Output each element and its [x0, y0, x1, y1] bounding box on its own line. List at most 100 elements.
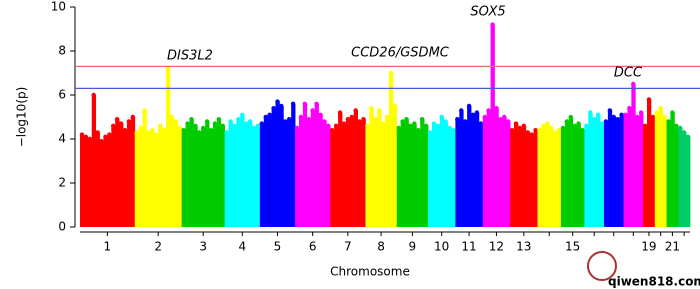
point-column	[557, 130, 562, 227]
point	[373, 117, 378, 122]
point	[646, 97, 652, 102]
point	[118, 121, 124, 126]
point-column	[263, 117, 269, 227]
point-column	[650, 117, 656, 227]
point	[130, 114, 135, 120]
point	[122, 128, 128, 133]
point	[462, 119, 468, 124]
point-column	[177, 128, 183, 227]
x-tick-label: 21	[665, 240, 680, 254]
point	[87, 136, 92, 142]
point-column	[529, 134, 534, 227]
point-column	[216, 119, 222, 227]
point-column	[341, 123, 347, 227]
point-column	[431, 123, 437, 227]
point	[509, 128, 515, 133]
point	[169, 114, 175, 120]
point	[623, 112, 628, 118]
point	[279, 103, 284, 109]
point-column	[142, 110, 147, 227]
point-column	[490, 24, 495, 227]
point	[423, 123, 429, 128]
x-tick-label: 4	[238, 240, 246, 254]
point	[314, 101, 319, 107]
point	[126, 119, 132, 124]
point-column	[209, 130, 214, 227]
point-column	[467, 106, 472, 227]
point	[486, 108, 491, 113]
point	[224, 130, 229, 135]
point	[560, 125, 566, 131]
point	[290, 101, 296, 107]
point	[294, 125, 300, 131]
point	[451, 128, 456, 133]
point	[267, 112, 272, 118]
x-tick-label: 2	[154, 240, 162, 254]
point-column	[220, 125, 226, 227]
point-column	[224, 132, 229, 227]
point-column	[287, 119, 292, 227]
point	[599, 121, 605, 126]
point	[365, 123, 370, 128]
point-column	[654, 112, 660, 227]
point	[431, 121, 437, 126]
point-column	[568, 117, 574, 227]
point-column	[666, 121, 671, 227]
watermark: qiwen818.com	[608, 275, 700, 289]
point-column	[615, 119, 621, 227]
point-column	[150, 130, 155, 227]
point	[107, 132, 112, 137]
point	[357, 119, 362, 124]
point-column	[627, 108, 632, 227]
point-column	[212, 123, 218, 227]
point-column	[361, 119, 366, 227]
point-column	[240, 114, 245, 227]
point	[255, 123, 261, 128]
point-column	[631, 84, 636, 227]
point-column	[189, 119, 194, 227]
point-column	[295, 128, 300, 227]
point	[185, 121, 190, 126]
point-column	[318, 114, 323, 227]
point-column	[623, 114, 628, 227]
point-column	[435, 125, 441, 227]
point	[466, 103, 472, 109]
point-column	[166, 68, 171, 227]
point	[490, 22, 495, 27]
point	[275, 99, 280, 104]
point	[412, 121, 417, 126]
point-column	[345, 119, 351, 227]
x-tick-label: 15	[565, 240, 580, 254]
point-column	[91, 95, 97, 227]
point	[541, 123, 546, 128]
point-column	[580, 130, 585, 227]
y-tick-label: 6	[58, 88, 66, 102]
point-column	[275, 101, 280, 227]
point-column	[498, 119, 503, 227]
point-column	[107, 134, 112, 227]
point-column	[123, 130, 128, 227]
y-tick-label: 2	[58, 176, 66, 190]
point-column	[420, 119, 425, 227]
point-column	[193, 125, 198, 227]
point	[396, 125, 401, 131]
point-column	[443, 121, 448, 227]
point	[517, 125, 523, 131]
point-column	[408, 125, 413, 227]
point	[588, 110, 593, 115]
point	[333, 123, 339, 128]
point	[208, 128, 214, 133]
point	[404, 117, 409, 122]
point-column	[611, 117, 617, 227]
point-column	[115, 119, 120, 227]
point-column	[365, 125, 370, 227]
point	[580, 128, 585, 133]
point-column	[369, 108, 374, 227]
point	[392, 103, 397, 109]
point-column	[619, 114, 624, 227]
point	[177, 125, 182, 131]
point-column	[119, 123, 124, 227]
point	[674, 123, 679, 128]
point	[642, 123, 648, 128]
point	[564, 119, 570, 124]
